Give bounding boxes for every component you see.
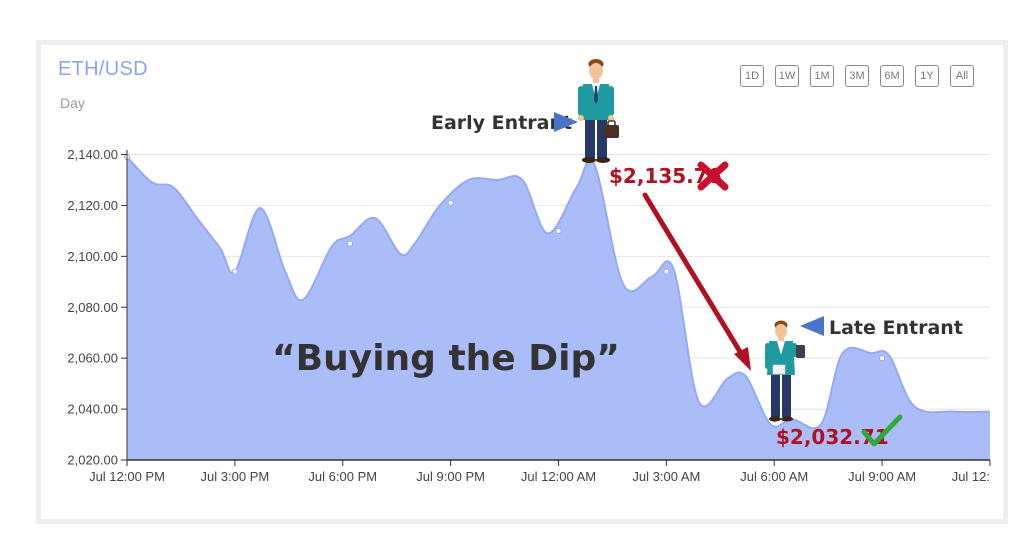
late-entrant-label: Late Entrant	[829, 317, 963, 339]
y-tick-label: 2,060.00	[67, 351, 118, 366]
data-point[interactable]	[346, 240, 353, 247]
chart-subtitle: Day	[60, 95, 85, 111]
early-entrant-label: Early Entrant	[431, 112, 572, 134]
range-button-1d[interactable]: 1D	[740, 65, 764, 87]
range-button-1y[interactable]: 1Y	[915, 65, 939, 87]
data-point[interactable]	[231, 268, 238, 275]
price-area-layer	[126, 156, 991, 460]
data-point[interactable]	[447, 199, 454, 206]
x-tick-label: Jul 9:00 PM	[416, 469, 485, 484]
data-point[interactable]	[663, 268, 670, 275]
range-button-3m[interactable]: 3M	[845, 65, 869, 87]
x-tick-label: Jul 12:00 PM	[89, 469, 165, 484]
y-tick-label: 2,020.00	[67, 453, 118, 468]
x-tick-label: Jul 3:00 AM	[632, 469, 700, 484]
range-button-1w[interactable]: 1W	[775, 65, 799, 87]
range-button-6m[interactable]: 6M	[880, 65, 904, 87]
x-tick-label: Jul 12:00 AM	[521, 469, 596, 484]
headline-annotation: “Buying the Dip”	[272, 338, 620, 379]
check-mark-icon	[861, 414, 903, 447]
x-tick-label: Jul 9:00 AM	[848, 469, 916, 484]
y-tick-label: 2,100.00	[67, 249, 118, 264]
y-axis-ticks: 2,020.00 2,040.00 2,060.00 2,080.00 2,100.00…	[67, 147, 127, 468]
price-area	[127, 157, 990, 460]
chart-title: ETH/USD	[58, 58, 148, 80]
downtrend-arrow-icon	[642, 192, 751, 371]
x-tick-label: Jul 12:	[952, 469, 990, 484]
late-price-label: $2,032.71	[776, 425, 889, 449]
range-selector: 1D 1W 1M 3M 6M 1Y All	[740, 65, 974, 87]
x-tick-label: Jul 6:00 AM	[740, 469, 808, 484]
range-button-1m[interactable]: 1M	[810, 65, 834, 87]
price-line	[126, 156, 991, 430]
early-entrant-pointer-icon	[554, 112, 578, 132]
x-axis-ticks: Jul 12:00 PM Jul 3:00 PM Jul 6:00 PM Jul 9:…	[89, 460, 991, 484]
y-tick-label: 2,120.00	[67, 198, 118, 213]
data-point[interactable]	[555, 227, 562, 234]
x-tick-label: Jul 6:00 PM	[308, 469, 377, 484]
x-tick-label: Jul 3:00 PM	[201, 469, 270, 484]
range-button-all[interactable]: All	[950, 65, 974, 87]
y-tick-label: 2,040.00	[67, 402, 118, 417]
late-entrant-pointer-icon	[800, 316, 824, 336]
businessman-with-briefcase-icon	[578, 59, 619, 163]
y-tick-label: 2,080.00	[67, 300, 118, 315]
data-point[interactable]	[879, 355, 886, 362]
businessman-with-tablet-icon	[765, 320, 805, 422]
y-tick-label: 2,140.00	[67, 147, 118, 162]
cross-mark-icon	[697, 161, 729, 191]
